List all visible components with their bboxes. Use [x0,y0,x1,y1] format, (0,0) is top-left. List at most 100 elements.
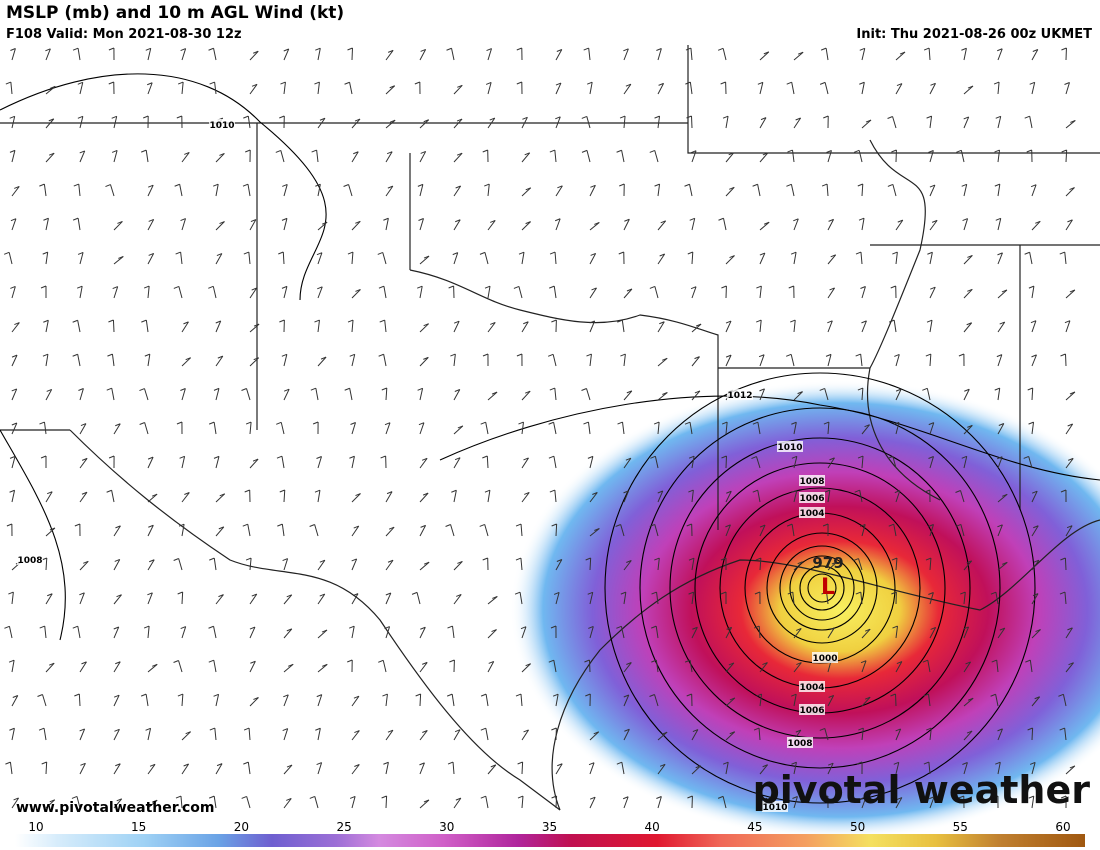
wind-barb-flag [115,661,121,665]
wind-barb-flag [420,524,426,528]
wind-barb-flag [855,251,862,255]
wind-barb [861,796,867,809]
wind-barb-flag [311,149,317,153]
wind-barb [827,421,830,435]
wind-barb [725,762,729,775]
wind-barb-flag [827,320,833,324]
wind-barb-flag [690,286,697,290]
wind-barb-flag [49,799,55,803]
wind-barb-flag [253,323,260,327]
wind-barb-flag [1033,525,1039,529]
wind-barb-flag [788,285,794,289]
wind-barb-flag [10,218,17,222]
wind-barb-flag [997,728,1003,732]
wind-barb-flag [525,187,531,191]
wind-barb-flag [721,455,727,459]
wind-barb-flag [286,764,293,768]
wind-barb-flag [618,251,624,255]
wind-barb [79,150,86,163]
wind-barb-flag [887,455,894,459]
wind-barb-flag [656,48,662,51]
wind-barb [963,560,973,571]
wind-barb [215,456,220,469]
wind-barb-flag [1067,423,1073,427]
wind-barb-flag [924,489,931,493]
wind-barb [1031,422,1035,435]
colorbar-tick-label: 20 [234,820,249,834]
wind-barb-flag [282,558,288,562]
wind-barb-flag [720,81,726,85]
wind-barb-flag [9,727,15,731]
wind-barb-flag [694,390,701,394]
wind-barb [485,728,489,741]
wind-barb-flag [728,662,735,666]
wind-barb-flag [660,220,666,224]
wind-barb-flag [219,152,225,156]
wind-barb-flag [594,528,600,531]
wind-barb-flag [382,693,388,697]
wind-barb-flag [588,762,595,766]
wind-barb [623,219,630,231]
wind-barb [419,762,425,775]
wind-barb-flag [447,625,453,629]
wind-barb-flag [282,728,288,732]
wind-barb [859,490,863,503]
wind-barb [384,320,387,333]
wind-barb [929,592,934,605]
wind-barb-flag [897,219,903,223]
wind-barb-flag [996,354,1003,358]
wind-barb-flag [480,693,487,697]
wind-barb [283,728,289,741]
wind-barb-flag [377,251,383,255]
wind-barb-flag [48,152,55,156]
wind-barb [485,694,489,707]
wind-barb-flag [930,626,936,630]
wind-barb [385,729,394,741]
wind-barb-flag [1035,629,1041,632]
isobar-label-bg [812,652,838,663]
wind-barb-flag [549,251,556,255]
wind-barb [419,286,423,299]
wind-barb-flag [826,150,832,153]
wind-barb [147,763,156,775]
wind-barb [283,798,292,809]
wind-barb [691,150,697,163]
wind-barb [691,456,695,469]
wind-barb [793,218,799,231]
wind-barb [554,388,557,401]
wind-barb-flag [958,795,964,799]
wind-barb [725,422,728,435]
wind-barb-flag [11,422,18,426]
wind-barb [929,116,933,129]
wind-barb-flag [143,115,149,119]
wind-barb-flag [249,626,256,630]
wind-barb-flag [419,762,425,766]
wind-barb [283,558,289,571]
wind-barb-flag [455,185,461,189]
wind-barb-flag [317,286,323,290]
wind-barb [963,762,968,775]
wind-barb-flag [1059,591,1066,595]
wind-barb [827,627,835,639]
wind-barb-flag [760,117,767,121]
wind-barb-flag [685,81,691,85]
wind-barb-flag [864,696,871,700]
wind-barb-flag [178,523,185,527]
wind-barb-flag [552,693,559,697]
wind-barb [1031,354,1037,367]
isobar-label-bg [787,737,813,748]
wind-barb-flag [185,731,191,735]
wind-barb-flag [592,492,598,495]
wind-barb [793,320,796,333]
wind-barb [997,252,1003,265]
wind-barb [1031,629,1041,639]
wind-barb-flag [143,285,150,289]
wind-barb-flag [12,695,18,698]
wind-barb-flag [654,557,660,561]
wind-barb-flag [148,218,154,222]
wind-barb [589,185,596,197]
wind-barb [793,422,797,435]
wind-barb-flag [966,730,973,734]
wind-barb-flag [116,798,122,802]
